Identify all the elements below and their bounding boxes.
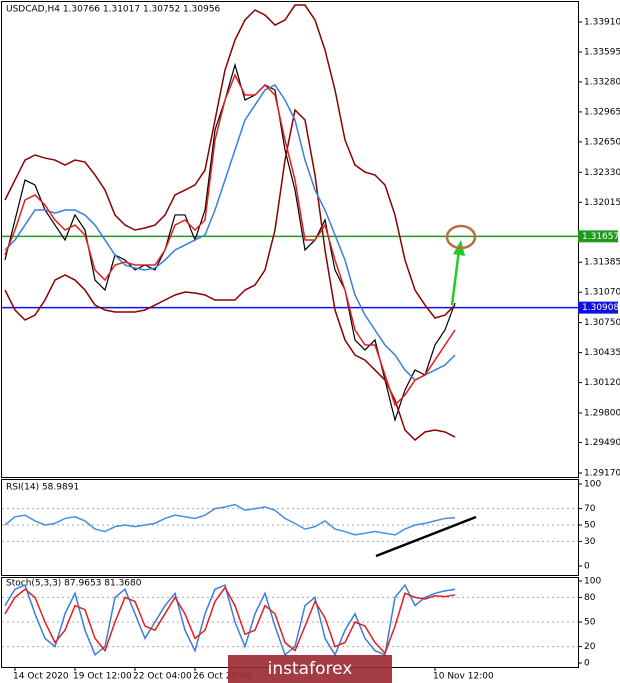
y-tick-label: 1.29800 <box>584 409 620 419</box>
series-line <box>4 84 456 381</box>
y-tick-label: 30 <box>584 537 596 547</box>
series-line <box>4 586 456 655</box>
x-tick-label: 10 Nov 12:00 <box>433 672 494 682</box>
y-tick-label: 50 <box>584 618 596 628</box>
series-line <box>4 108 456 441</box>
target-circle <box>445 224 477 250</box>
y-tick-label: 0 <box>584 562 590 572</box>
y-tick-label: 1.32015 <box>584 198 620 208</box>
series-line <box>4 583 456 657</box>
panel-title: RSI(14) 58.9891 <box>6 483 79 493</box>
arrow <box>450 249 461 306</box>
x-tick-label: 22 Oct 04:00 <box>133 672 192 682</box>
y-tick-label: 70 <box>584 504 596 514</box>
x-tick-label: 19 Oct 12:00 <box>73 672 132 682</box>
y-tick-label: 0 <box>584 659 590 669</box>
level-label: 1.30908 <box>582 303 619 313</box>
trend-line <box>375 515 477 558</box>
series-line <box>4 503 456 536</box>
y-tick-label: 100 <box>584 577 601 587</box>
x-tick-label: 14 Oct 2020 <box>13 672 69 682</box>
y-tick-label: 1.30120 <box>584 378 620 388</box>
y-tick-label: 1.33595 <box>584 47 620 57</box>
y-tick-label: 50 <box>584 521 596 531</box>
watermark-box <box>228 655 392 683</box>
y-tick-label: 1.29170 <box>584 469 620 479</box>
y-tick-label: 80 <box>584 593 596 603</box>
y-tick-label: 1.29490 <box>584 438 620 448</box>
y-tick-label: 1.32650 <box>584 137 620 147</box>
y-tick-label: 1.30750 <box>584 318 620 328</box>
panel-title: Stoch(5,3,3) 87.9653 81.3680 <box>6 579 142 589</box>
y-tick-label: 20 <box>584 642 596 652</box>
y-tick-label: 1.32330 <box>584 168 620 178</box>
y-tick-label: 1.33280 <box>584 77 620 87</box>
level-label: 1.31657 <box>582 232 619 242</box>
y-tick-label: 100 <box>584 480 601 490</box>
y-tick-label: 1.32965 <box>584 107 620 117</box>
y-tick-label: 1.33910 <box>584 17 620 27</box>
level-label-box <box>578 301 618 314</box>
y-tick-label: 1.30435 <box>584 348 620 358</box>
x-tick-label: 26 Oct 20:00 <box>193 672 252 682</box>
y-tick-label: 1.31385 <box>584 258 620 268</box>
level-label-box <box>578 230 618 243</box>
rsi-panel <box>1 479 579 576</box>
series-line <box>4 4 456 319</box>
y-tick-label: 1.31070 <box>584 288 620 298</box>
watermark: instaforex <box>268 659 353 679</box>
series-line <box>4 73 456 407</box>
panel-title: USDCAD,H4 1.30766 1.31017 1.30752 1.3095… <box>6 5 221 15</box>
plot-layer: USDCAD,H4 1.30766 1.31017 1.30752 1.3095… <box>2 4 620 682</box>
